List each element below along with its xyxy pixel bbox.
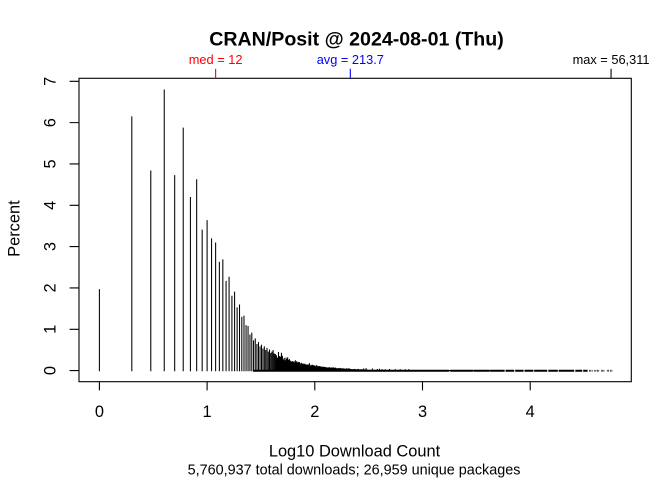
svg-text:2: 2 (42, 283, 60, 292)
svg-text:1: 1 (203, 403, 212, 421)
svg-text:7: 7 (42, 77, 60, 86)
svg-text:1: 1 (42, 325, 60, 334)
svg-text:5,760,937 total downloads; 26,: 5,760,937 total downloads; 26,959 unique… (188, 462, 521, 478)
svg-text:med = 12: med = 12 (189, 52, 243, 67)
svg-text:0: 0 (95, 403, 104, 421)
svg-text:3: 3 (418, 403, 427, 421)
svg-text:4: 4 (526, 403, 535, 421)
svg-text:max = 56,311: max = 56,311 (573, 52, 650, 67)
svg-text:5: 5 (42, 159, 60, 168)
svg-text:avg = 213.7: avg = 213.7 (317, 52, 384, 67)
svg-text:2: 2 (310, 403, 319, 421)
svg-text:CRAN/Posit @ 2024-08-01 (Thu): CRAN/Posit @ 2024-08-01 (Thu) (209, 28, 504, 50)
svg-text:4: 4 (42, 201, 60, 210)
svg-text:Log10 Download Count: Log10 Download Count (269, 443, 441, 461)
svg-text:Percent: Percent (5, 200, 23, 257)
svg-text:0: 0 (42, 366, 60, 375)
svg-text:6: 6 (42, 118, 60, 127)
svg-text:3: 3 (42, 242, 60, 251)
